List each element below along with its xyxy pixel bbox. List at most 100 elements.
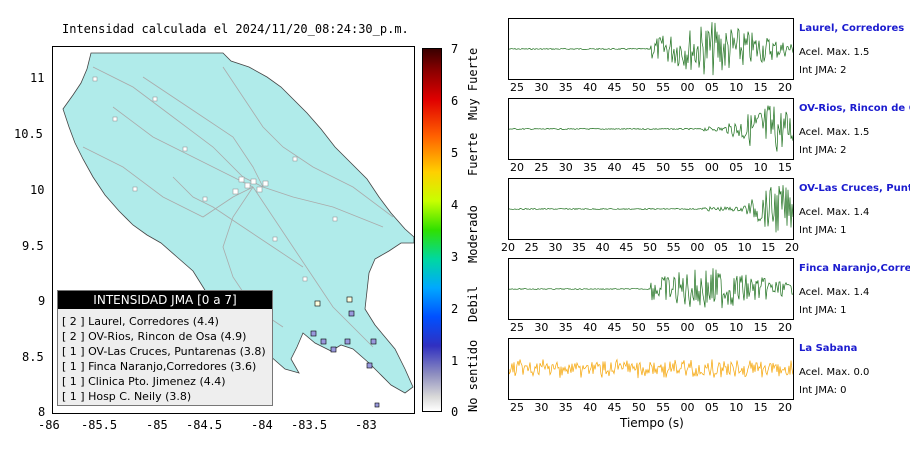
intensity-markers (310, 296, 380, 408)
time-tick: 10 (737, 241, 752, 254)
y-tick: 11 (30, 71, 45, 85)
y-tick: 10 (30, 183, 45, 197)
x-tick: -85 (146, 418, 168, 432)
seismogram-panel[interactable] (508, 98, 794, 160)
time-tick: 20 (785, 241, 799, 254)
seismogram-panel[interactable] (508, 178, 794, 240)
seismogram-panel[interactable] (508, 18, 794, 80)
time-tick: 00 (690, 241, 705, 254)
time-tick: 45 (607, 81, 622, 94)
seismogram-trace (508, 22, 794, 76)
station-accel: Acel. Max. 1.5 (799, 127, 870, 138)
station-intensity: Int JMA: 2 (799, 65, 847, 76)
time-tick: 20 (510, 161, 524, 174)
time-tick: 05 (714, 241, 728, 254)
time-tick: 30 (534, 321, 549, 334)
time-tick: 55 (656, 81, 671, 94)
seismogram-trace (508, 358, 794, 379)
station-intensity: Int JMA: 0 (799, 385, 847, 396)
time-tick: 25 (510, 321, 524, 334)
time-tick: 40 (583, 401, 598, 414)
legend-row: [ 1 ] OV-Las Cruces, Puntarenas (3.8) (62, 345, 266, 358)
time-tick: 05 (729, 161, 744, 174)
legend-row: [ 2 ] Laurel, Corredores (4.4) (62, 315, 219, 328)
time-tick: 05 (704, 401, 719, 414)
time-tick: 20 (778, 401, 792, 414)
time-tick: 50 (656, 161, 671, 174)
time-tick: 00 (680, 81, 695, 94)
time-tick: 35 (558, 401, 573, 414)
time-tick: 45 (631, 161, 646, 174)
time-tick: 55 (656, 321, 671, 334)
x-tick: -83.5 (291, 418, 328, 432)
y-tick: 8 (38, 405, 46, 419)
time-tick: 55 (666, 241, 681, 254)
colorbar-word: Moderado (466, 205, 480, 263)
station-accel: Acel. Max. 1.4 (799, 207, 870, 218)
time-tick: 35 (583, 161, 598, 174)
time-tick: 15 (753, 401, 768, 414)
legend-row: [ 1 ] Clinica Pto. Jimenez (4.4) (62, 375, 226, 388)
time-tick: 25 (534, 161, 549, 174)
time-tick: 40 (607, 161, 622, 174)
time-tick: 15 (761, 241, 776, 254)
x-tick: -85.5 (81, 418, 118, 432)
time-tick: 45 (607, 401, 622, 414)
time-tick: 00 (704, 161, 719, 174)
trace-time-axis: 25 30 35 40 45 50 55 00 05 10 15 20 (508, 321, 792, 335)
station-intensity: Int JMA: 2 (799, 145, 847, 156)
y-tick: 9.5 (22, 239, 44, 253)
time-tick: 30 (558, 161, 573, 174)
trace-line (508, 358, 794, 379)
trace-time-axis: 25 30 35 40 45 50 55 00 05 10 15 20 (508, 81, 792, 95)
time-tick: 00 (680, 401, 695, 414)
station-markers (92, 76, 338, 282)
legend-title: INTENSIDAD JMA [0 a 7] (58, 291, 272, 309)
time-tick: 50 (631, 81, 646, 94)
time-tick: 05 (704, 81, 719, 94)
trace-line (508, 268, 793, 309)
x-tick: -84.5 (186, 418, 223, 432)
colorbar-word: Debil (466, 285, 480, 322)
time-tick: 20 (778, 321, 792, 334)
colorbar-tick: 5 (451, 146, 459, 160)
x-tick: -86 (38, 418, 60, 432)
station-name: OV-Las Cruces, Puntar (799, 183, 910, 194)
legend-row: [ 1 ] Hosp C. Neily (3.8) (62, 390, 192, 403)
colorbar-tick: 7 (451, 42, 459, 56)
time-tick: 25 (510, 81, 524, 94)
time-tick: 10 (729, 401, 744, 414)
station-intensity: Int JMA: 1 (799, 305, 847, 316)
seismogram-trace (508, 185, 794, 233)
seismogram-trace (508, 105, 794, 152)
trace-line (508, 185, 794, 233)
time-tick: 10 (753, 161, 768, 174)
map-title: Intensidad calculada el 2024/11/20_08:24… (62, 22, 409, 36)
colorbar-word: No sentido (466, 339, 480, 412)
time-tick: 10 (729, 81, 744, 94)
seismogram-panel[interactable] (508, 338, 794, 400)
station-accel: Acel. Max. 1.5 (799, 47, 870, 58)
y-tick: 10.5 (14, 127, 43, 141)
x-tick: -84 (251, 418, 273, 432)
time-tick: 15 (753, 81, 768, 94)
time-tick: 05 (704, 321, 719, 334)
colorbar-word: Fuerte (466, 132, 480, 176)
y-tick: 9 (38, 294, 46, 308)
time-tick: 20 (778, 81, 792, 94)
colorbar-word: Muy Fuerte (466, 47, 480, 120)
time-tick: 25 (510, 401, 524, 414)
time-tick: 40 (583, 81, 598, 94)
trace-time-axis: 20 25 30 35 40 45 50 55 00 05 10 15 20 (501, 241, 799, 255)
time-tick: 30 (534, 81, 549, 94)
intensity-colorbar (422, 48, 442, 412)
seismogram-panel[interactable] (508, 258, 794, 320)
station-accel: Acel. Max. 1.4 (799, 287, 870, 298)
time-tick: 40 (595, 241, 610, 254)
x-tick: -83 (355, 418, 377, 432)
time-tick: 45 (607, 321, 622, 334)
time-tick: 35 (558, 321, 573, 334)
time-tick: 55 (656, 401, 671, 414)
time-tick: 00 (680, 321, 695, 334)
time-tick: 45 (619, 241, 634, 254)
